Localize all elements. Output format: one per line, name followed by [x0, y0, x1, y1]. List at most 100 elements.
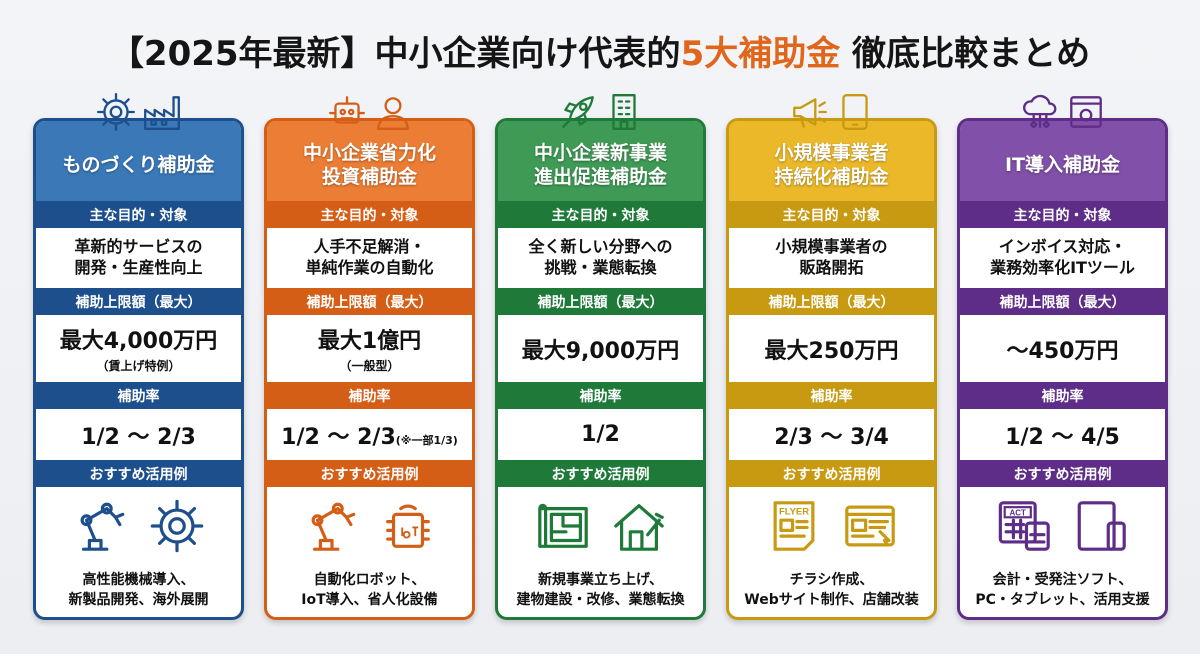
- purpose-value: インボイス対応・ 業務効率化ITツール: [990, 237, 1135, 277]
- person-icon: [376, 97, 409, 130]
- card-header-icons: [557, 91, 645, 133]
- subsidy-card: IT導入補助金 主な目的・対象 インボイス対応・ 業務効率化ITツール 補助上限…: [957, 94, 1168, 620]
- usage-label: おすすめ活用例: [960, 460, 1165, 487]
- subsidy-card: 中小企業省力化 投資補助金 主な目的・対象 人手不足解消・ 単純作業の自動化 補…: [264, 96, 475, 620]
- limit-value: 最大1億円: [317, 329, 422, 354]
- limit-cell: 最大1億円 （一般型）: [267, 315, 472, 382]
- title-text: 【2025年最新】中小企業向け代表的: [109, 34, 681, 74]
- limit-note: （賃上げ特例）: [96, 359, 181, 373]
- rate-label: 補助率: [960, 382, 1165, 409]
- usage-label: おすすめ活用例: [498, 460, 703, 487]
- blueprint-icon: [537, 504, 588, 549]
- usage-cell: 高性能機械導入、 新製品開発、海外展開: [36, 487, 241, 619]
- limit-note: （一般型）: [339, 359, 400, 373]
- usage-icons: [534, 495, 668, 557]
- cloud-network-icon: [1022, 94, 1056, 128]
- rate-label: 補助率: [729, 382, 934, 409]
- purpose-label: 主な目的・対象: [498, 201, 703, 228]
- rate-value: 2/3 ～ 3/4: [774, 424, 889, 450]
- card-title: 小規模事業者 持続化補助金: [729, 121, 934, 201]
- limit-cell: ～450万円: [960, 315, 1165, 382]
- usage-value: 高性能機械導入、 新製品開発、海外展開: [68, 572, 209, 608]
- limit-value: 最大250万円: [764, 338, 899, 364]
- usage-cell: 自動化ロボット、 IoT導入、省人化設備: [267, 487, 472, 619]
- subsidy-cards: ものづくり補助金 主な目的・対象 革新的サービスの 開発・生産性向上 補助上限額…: [33, 92, 1168, 620]
- robot-arm-icon: [80, 503, 124, 552]
- card-title: IT導入補助金: [960, 121, 1165, 201]
- rate-cell: 2/3 ～ 3/4: [729, 409, 934, 460]
- factory-icon: [143, 96, 180, 130]
- rate-value: 1/2 ～ 4/5: [1005, 424, 1120, 450]
- card-header-icons: [788, 91, 876, 133]
- rate-value: 1/2 ～ 2/3: [281, 424, 396, 450]
- usage-label: おすすめ活用例: [36, 460, 241, 487]
- robot-icon: [328, 96, 365, 124]
- purpose-value: 全く新しい分野への 挑戦・業態転換: [528, 237, 673, 277]
- house-tools-icon: [613, 504, 664, 552]
- subsidy-card: ものづくり補助金 主な目的・対象 革新的サービスの 開発・生産性向上 補助上限額…: [33, 92, 244, 620]
- usage-cell: 新規事業立ち上げ、 建物建設・改修、業態転換: [498, 487, 703, 619]
- gear-wrench-icon: [96, 92, 135, 132]
- settings-window-icon: [1069, 96, 1102, 128]
- rate-cell: 1/2 ～ 2/3: [36, 409, 241, 460]
- limit-cell: 最大4,000万円 （賃上げ特例）: [36, 315, 241, 382]
- usage-label: おすすめ活用例: [729, 460, 934, 487]
- title-suffix: 徹底比較まとめ: [840, 34, 1091, 74]
- purpose-label: 主な目的・対象: [729, 201, 934, 228]
- usage-value: 新規事業立ち上げ、 建物建設・改修、業態転換: [516, 572, 685, 608]
- purpose-value: 革新的サービスの 開発・生産性向上: [74, 237, 203, 277]
- purpose-label: 主な目的・対象: [960, 201, 1165, 228]
- rate-value: 1/2: [581, 422, 620, 447]
- limit-label: 補助上限額（最大）: [729, 288, 934, 315]
- limit-label: 補助上限額（最大）: [498, 288, 703, 315]
- tablet-phone-icon: [1077, 501, 1126, 552]
- icon-label: FLYER: [779, 506, 809, 517]
- flyer-icon: FLYER: [773, 501, 814, 552]
- rate-cell: 1/2: [498, 409, 703, 460]
- usage-value: チラシ作成、 Webサイト制作、店舗改装: [744, 572, 919, 608]
- limit-label: 補助上限額（最大）: [36, 288, 241, 315]
- card-header-icons: [1019, 91, 1107, 133]
- card-title: 中小企業新事業 進出促進補助金: [498, 121, 703, 201]
- gear-box-icon: [150, 500, 203, 553]
- rate-value: 1/2 ～ 2/3: [81, 424, 196, 450]
- rate-note: (※一部1/3): [395, 433, 458, 447]
- rate-cell: 1/2 ～ 2/3(※一部1/3): [267, 409, 472, 460]
- limit-cell: 最大250万円: [729, 315, 934, 382]
- usage-icons: ACT: [996, 495, 1130, 557]
- rate-label: 補助率: [36, 382, 241, 409]
- usage-icons: FLYER: [765, 495, 899, 557]
- purpose-label: 主な目的・対象: [36, 201, 241, 228]
- limit-label: 補助上限額（最大）: [960, 288, 1165, 315]
- title-highlight: 5大補助金: [680, 34, 841, 74]
- purpose-value: 小規模事業者の 販路開拓: [775, 237, 888, 277]
- limit-value: 最大4,000万円: [59, 329, 218, 354]
- conveyor-robot-icon: [311, 503, 355, 552]
- usage-label: おすすめ活用例: [267, 460, 472, 487]
- usage-icons: [303, 495, 437, 557]
- subsidy-card: 小規模事業者 持続化補助金 主な目的・対象 小規模事業者の 販路開拓 補助上限額…: [726, 94, 937, 620]
- card-header-icons: [326, 91, 414, 133]
- usage-value: 自動化ロボット、 IoT導入、省人化設備: [301, 572, 438, 608]
- megaphone-icon: [792, 98, 827, 128]
- rate-label: 補助率: [498, 382, 703, 409]
- building-icon: [611, 94, 636, 130]
- accounting-calculator-icon: ACT: [998, 501, 1050, 552]
- purpose-value: 人手不足解消・ 単純作業の自動化: [305, 237, 434, 277]
- limit-value: 最大9,000万円: [521, 338, 680, 364]
- card-header-icons: [95, 91, 183, 133]
- page-title: 【2025年最新】中小企業向け代表的5大補助金 徹底比較まとめ: [0, 26, 1200, 75]
- tablet-icon: [841, 94, 868, 130]
- rate-cell: 1/2 ～ 4/5: [960, 409, 1165, 460]
- card-title: ものづくり補助金: [36, 121, 241, 201]
- rocket-icon: [561, 96, 594, 128]
- subsidy-card: 中小企業新事業 進出促進補助金 主な目的・対象 全く新しい分野への 挑戦・業態転…: [495, 94, 706, 620]
- usage-cell: ACT 会計・受発注ソフト、 PC・タブレット、活用支援: [960, 487, 1165, 619]
- icon-label: ACT: [1009, 509, 1026, 518]
- limit-value: ～450万円: [1006, 338, 1119, 364]
- rate-label: 補助率: [267, 382, 472, 409]
- iot-chip-icon: [385, 504, 430, 549]
- limit-label: 補助上限額（最大）: [267, 288, 472, 315]
- usage-cell: FLYER チラシ作成、 Webサイト制作、店舗改装: [729, 487, 934, 619]
- card-title: 中小企業省力化 投資補助金: [267, 121, 472, 201]
